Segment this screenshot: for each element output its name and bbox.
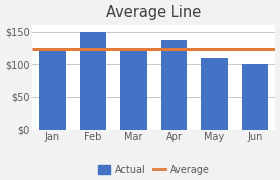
Bar <box>80 32 106 130</box>
Bar <box>242 64 268 130</box>
Bar <box>201 58 228 130</box>
Legend: Actual, Average: Actual, Average <box>98 165 209 175</box>
Bar <box>161 40 187 130</box>
Bar <box>120 50 147 130</box>
Title: Average Line: Average Line <box>106 5 201 20</box>
Bar <box>39 51 66 130</box>
